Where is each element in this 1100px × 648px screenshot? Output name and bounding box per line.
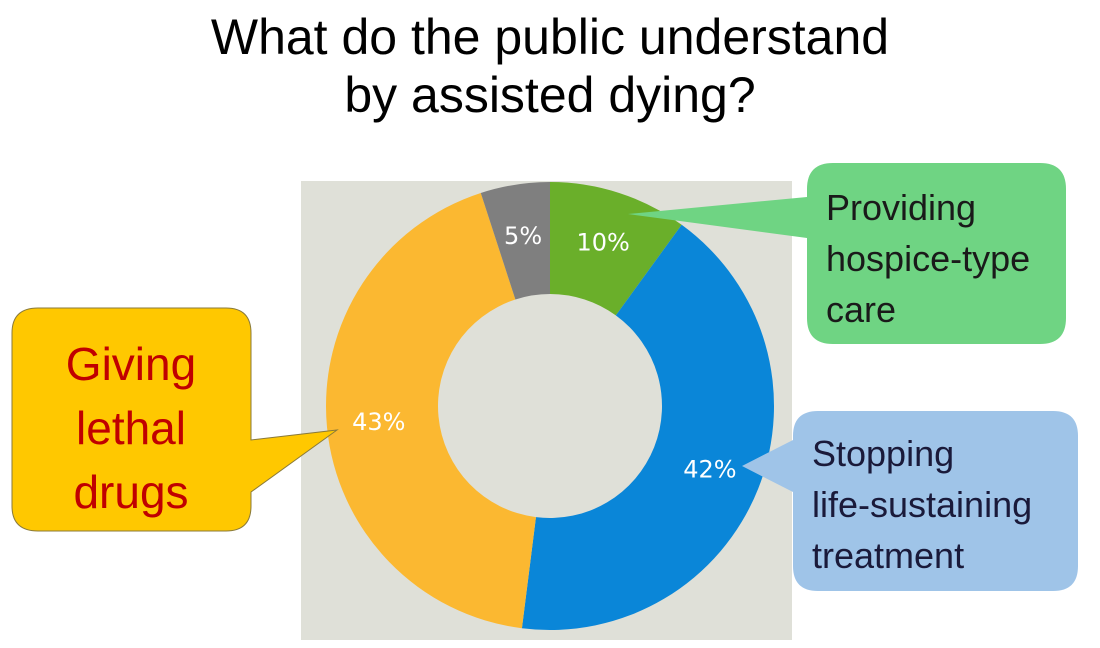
donut-slices — [325, 182, 775, 631]
donut-slice-label-2: 43% — [352, 408, 405, 436]
callout-hospice-line-2: hospice-type — [826, 238, 1031, 279]
donut-chart: 10% 42% 43% 5% — [301, 181, 792, 640]
callout-hospice-text: Providing hospice-type care — [826, 182, 1030, 335]
donut-slice-label-0: 10% — [576, 228, 629, 256]
donut-slice-labels: 10% 42% 43% 5% — [352, 222, 737, 483]
callout-hospice-balloon — [628, 163, 1066, 344]
callout-hospice-line-1: Providing — [826, 187, 977, 228]
callout-lethal-line-3: drugs — [73, 466, 189, 518]
chart-title: What do the public understand by assiste… — [0, 8, 1100, 124]
donut-slice-3 — [480, 182, 550, 300]
donut-slice-1 — [521, 224, 775, 631]
donut-chart-area: 10% 42% 43% 5% — [301, 181, 792, 640]
donut-slice-label-1: 42% — [683, 455, 736, 483]
donut-slice-2 — [325, 192, 536, 629]
callout-lethal-line-1: Giving — [65, 338, 197, 390]
callout-lethal-balloon — [11, 307, 339, 532]
callout-stopping-line-3: treatment — [812, 535, 965, 576]
callout-lethal-text: Giving lethal drugs — [12, 332, 250, 524]
chart-title-line-2: by assisted dying? — [344, 67, 756, 123]
donut-slice-label-3: 5% — [504, 222, 542, 250]
callout-stopping-text: Stopping life-sustaining treatment — [812, 428, 1032, 581]
callout-stopping-balloon — [742, 411, 1078, 591]
callout-lethal-line-2: lethal — [76, 402, 186, 454]
callout-hospice-line-3: care — [826, 289, 897, 330]
callout-stopping-line-2: life-sustaining — [812, 484, 1033, 525]
chart-title-line-1: What do the public understand — [210, 9, 890, 65]
callout-stopping-line-1: Stopping — [812, 433, 955, 474]
